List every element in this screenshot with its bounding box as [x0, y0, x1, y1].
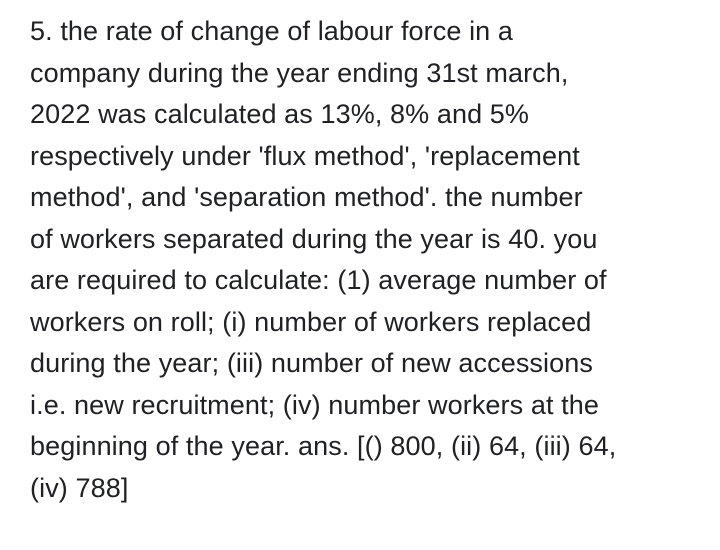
- text-line: during the year; (iii) number of new acc…: [30, 348, 593, 378]
- text-line: 2022 was calculated as 13%, 8% and 5%: [30, 99, 530, 129]
- text-line: 5. the rate of change of labour force in…: [30, 16, 514, 46]
- text-line: workers on roll; (i) number of workers r…: [30, 306, 592, 337]
- text-line: of workers separated during the year is …: [30, 223, 598, 254]
- text-line: (iv) 788]: [30, 472, 129, 503]
- text-line: company during the year ending 31st marc…: [30, 57, 569, 88]
- text-line: i.e. new recruitment; (iv) number worker…: [30, 389, 599, 420]
- text-line: are required to calculate: (1) average n…: [30, 265, 607, 295]
- text-line: method', and 'separation method'. the nu…: [30, 182, 583, 212]
- text-line: beginning of the year. ans. [() 800, (ii…: [30, 431, 617, 461]
- text-line: respectively under 'flux method', 'repla…: [30, 140, 580, 171]
